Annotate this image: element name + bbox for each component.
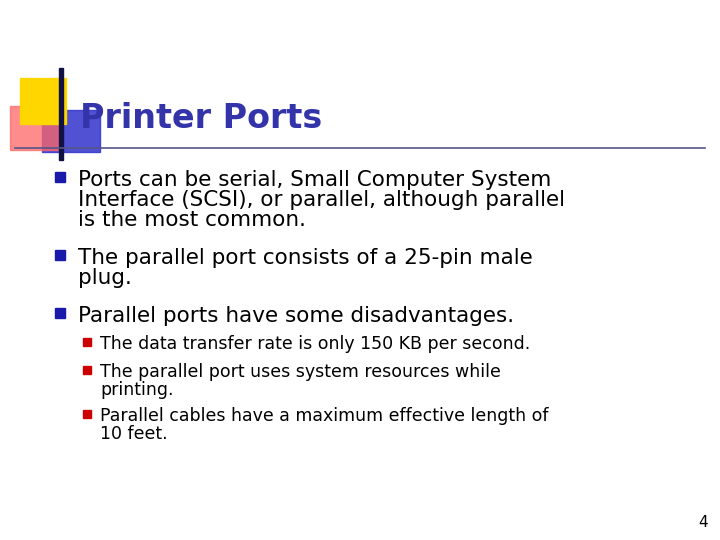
Text: The parallel port uses system resources while: The parallel port uses system resources …: [100, 363, 501, 381]
Text: plug.: plug.: [78, 268, 132, 288]
Text: is the most common.: is the most common.: [78, 210, 306, 230]
Bar: [83, 366, 91, 374]
Bar: [42, 110, 100, 152]
Bar: [59, 68, 63, 160]
Text: Interface (SCSI), or parallel, although parallel: Interface (SCSI), or parallel, although …: [78, 190, 565, 210]
Text: printing.: printing.: [100, 381, 174, 399]
Bar: [83, 338, 91, 346]
Text: Ports can be serial, Small Computer System: Ports can be serial, Small Computer Syst…: [78, 170, 552, 190]
Text: Parallel cables have a maximum effective length of: Parallel cables have a maximum effective…: [100, 407, 549, 425]
Text: 4: 4: [698, 515, 708, 530]
Bar: [10, 106, 58, 150]
Text: Printer Ports: Printer Ports: [80, 102, 323, 134]
Text: The data transfer rate is only 150 KB per second.: The data transfer rate is only 150 KB pe…: [100, 335, 530, 353]
Bar: [55, 250, 65, 260]
Text: The parallel port consists of a 25-pin male: The parallel port consists of a 25-pin m…: [78, 248, 533, 268]
Bar: [55, 172, 65, 182]
Bar: [55, 308, 65, 318]
Bar: [83, 410, 91, 418]
Text: Parallel ports have some disadvantages.: Parallel ports have some disadvantages.: [78, 306, 514, 326]
Text: 10 feet.: 10 feet.: [100, 425, 168, 443]
Bar: [20, 78, 66, 124]
